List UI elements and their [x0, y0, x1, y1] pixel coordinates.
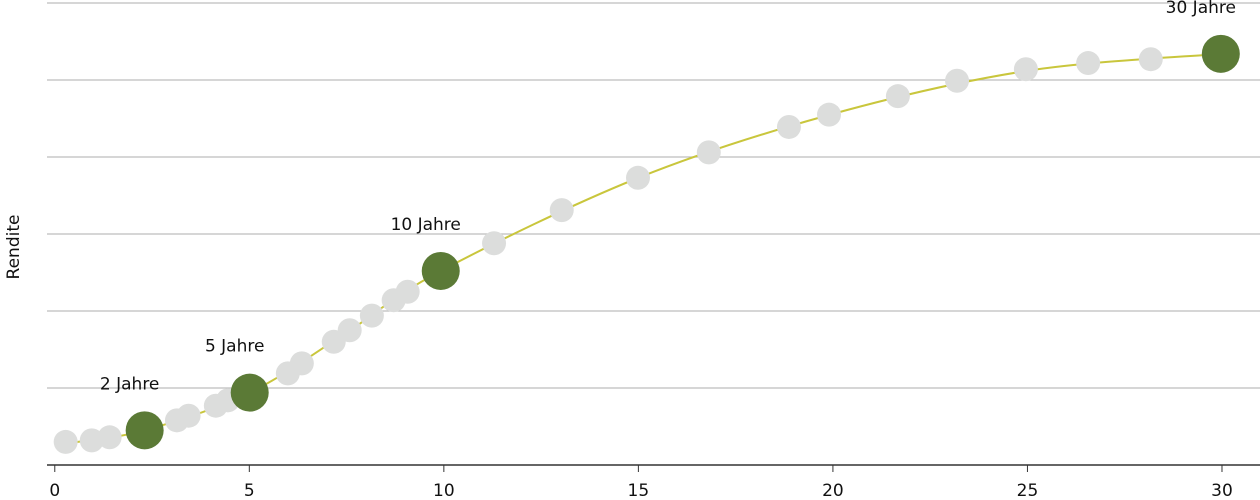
- point: [885, 84, 910, 109]
- point: [97, 425, 122, 450]
- point: [289, 351, 314, 376]
- point: [79, 428, 104, 453]
- point: [395, 279, 420, 304]
- point-label: 5 Jahre: [205, 337, 265, 357]
- x-tick-label: 20: [822, 481, 844, 500]
- point: [549, 198, 574, 223]
- x-tick-label: 0: [49, 481, 60, 500]
- point: [945, 68, 970, 93]
- point: [1013, 57, 1038, 82]
- point: [482, 231, 507, 256]
- highlight-point: [421, 251, 460, 290]
- highlight-point: [1201, 34, 1240, 73]
- point: [625, 165, 650, 190]
- point: [359, 303, 384, 328]
- point: [1076, 51, 1101, 76]
- point: [337, 318, 362, 343]
- x-tick-label: 5: [244, 481, 255, 500]
- point: [817, 102, 842, 127]
- point-label: 30 Jahre: [1166, 0, 1236, 18]
- point: [696, 140, 721, 165]
- point: [1138, 47, 1163, 72]
- x-tick-label: 15: [628, 481, 650, 500]
- highlight-point: [125, 411, 164, 450]
- x-tick-label: 25: [1017, 481, 1039, 500]
- point-label: 10 Jahre: [391, 215, 461, 235]
- point-label: 2 Jahre: [100, 374, 160, 394]
- highlight-point: [230, 373, 269, 412]
- point: [176, 403, 201, 428]
- y-axis-label: Rendite: [4, 215, 24, 280]
- x-tick-label: 30: [1211, 481, 1233, 500]
- point: [53, 429, 78, 454]
- point: [776, 114, 801, 139]
- x-tick-label: 10: [433, 481, 455, 500]
